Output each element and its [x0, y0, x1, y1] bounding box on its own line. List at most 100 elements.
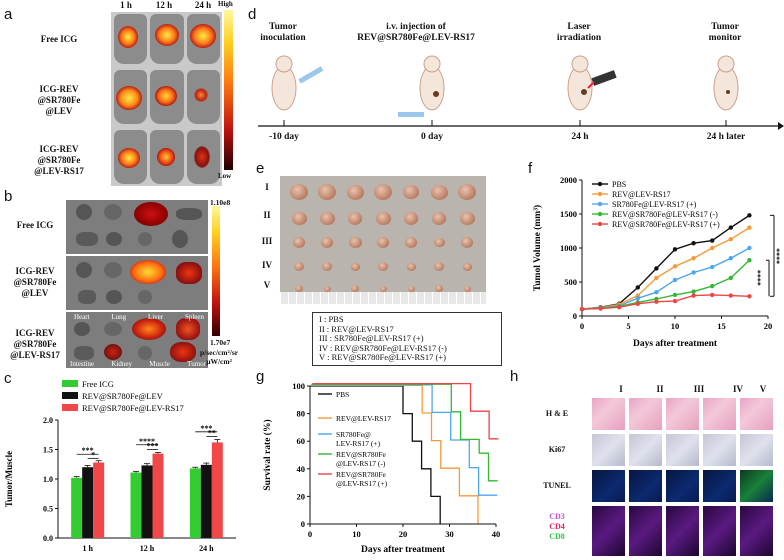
tumor-specimen	[294, 262, 304, 271]
data-point	[747, 213, 752, 218]
organ-spleen	[176, 208, 202, 220]
y-tick-label: 1.5	[43, 446, 53, 455]
x-tick-label: 0	[308, 529, 312, 539]
data-point	[747, 245, 752, 251]
panel-label-b: b	[4, 188, 13, 205]
group-legend-box: I : PBS II : REV@LEV-RS17 III : SR780Fe@…	[312, 312, 502, 366]
mouse-illustration	[419, 55, 445, 111]
x-tick-label: 40	[492, 529, 501, 539]
data-point	[672, 264, 678, 269]
he-tile	[703, 398, 736, 430]
tumor-specimen	[351, 285, 359, 293]
data-point	[654, 299, 659, 304]
y-tick-label: 100	[292, 381, 305, 391]
row-label: IV	[261, 260, 272, 270]
y-tick-label: 1.0	[43, 475, 53, 484]
bar	[152, 453, 164, 538]
data-point	[747, 225, 752, 230]
tumor-specimen	[463, 285, 471, 292]
data-point	[710, 245, 715, 251]
bar	[200, 464, 212, 538]
legend-swatch	[62, 380, 78, 387]
bar	[130, 472, 142, 538]
organ-intestine	[78, 290, 96, 304]
ki67-tile	[703, 434, 736, 466]
data-point	[672, 277, 678, 283]
tunel-tile	[666, 470, 699, 502]
data-point	[728, 256, 733, 261]
row-label-icg-rev-lev: ICG-REV @SR780Fe @LEV	[13, 266, 57, 298]
x-tick-label: 20	[399, 529, 408, 539]
legend-label: SR780Fe@LEV-RS17 (+)	[612, 200, 697, 209]
tumor-specimen	[459, 211, 475, 225]
y-tick-label: 0.5	[43, 505, 53, 514]
syringe-icon	[398, 112, 424, 117]
legend-entry: I : PBS	[319, 314, 344, 324]
legend-label: REV@SR780Fe@LEV-RS17 (+)	[612, 220, 720, 229]
legend-label: REV@SR780Fe	[336, 470, 387, 479]
chart-g: 0 10 20 30 40 0 20 40 60 80 100 Days after treatmen…	[262, 381, 501, 555]
data-point	[672, 247, 678, 252]
data-point	[691, 293, 696, 298]
panel-label-a: a	[4, 6, 13, 23]
legend-label: REV@SR780Fe@LEV-RS17	[82, 403, 184, 413]
data-point	[747, 294, 752, 299]
y-axis-label: Tumor/Muscle	[4, 451, 14, 507]
y-tick-label: 1000	[560, 243, 577, 253]
data-point	[635, 301, 640, 306]
tumor-specimen	[461, 237, 473, 248]
data-point	[710, 292, 715, 298]
cd-tile	[592, 506, 625, 556]
schedule-illustration	[258, 55, 784, 130]
significance-label: ***	[82, 446, 94, 455]
data-point	[710, 264, 715, 270]
x-axis-label: Days after treatment	[633, 339, 718, 349]
significance-label: *	[91, 450, 95, 459]
organ-tumor	[172, 230, 188, 248]
tumor-specimen	[348, 212, 362, 225]
step-iv-injection: i.v. injection of REV@SR780Fe@LEV-RS17	[357, 22, 475, 43]
legend-label: PBS	[612, 180, 626, 189]
ki67-tile	[666, 434, 699, 466]
ki67-tile	[629, 434, 662, 466]
scale-min-label: 1.70e7	[210, 338, 231, 347]
y-tick-label: 2000	[560, 175, 577, 185]
panel-a: 1 h 12 h 24 h Free ICG ICG-REV @SR780Fe @L…	[0, 0, 240, 186]
tumor-specimen	[290, 184, 308, 201]
data-point	[710, 283, 715, 289]
y-axis-label: Tumol Volume (mm³)	[532, 205, 543, 291]
row-label-cd: CD3 CD4 CD8	[549, 512, 565, 541]
tumor-specimen	[319, 211, 335, 225]
data-point	[747, 258, 752, 263]
significance-label: ***	[200, 424, 212, 433]
tumor-specimen	[348, 236, 362, 249]
mouse-illustration	[567, 55, 593, 111]
tumor-specimen	[407, 285, 415, 292]
panel-h: I II III IV V H & E Ki67 TUNEL CD3 CD4 C…	[510, 380, 784, 560]
row-label: III	[261, 236, 273, 246]
organ-heart	[74, 322, 90, 336]
legend-label: REV@SR780Fe@LEV	[82, 391, 164, 401]
col-label: V	[759, 384, 767, 394]
data-point	[598, 306, 603, 311]
legend-marker	[597, 201, 603, 207]
x-tick-label: 0	[580, 321, 584, 331]
panel-label-h: h	[510, 368, 519, 385]
legend-entry: II : REV@LEV-RS17	[319, 323, 394, 334]
data-point	[691, 270, 696, 275]
radiance-scale-bar	[212, 206, 220, 336]
significance-label: ****	[139, 437, 155, 446]
organ-kidney	[106, 232, 122, 246]
tumor-specimen	[405, 237, 417, 248]
organ-liver	[132, 318, 166, 340]
significance-label: ***	[147, 442, 159, 451]
data-point	[635, 296, 640, 301]
row-label-ki67: Ki67	[548, 445, 566, 454]
tunel-tile	[592, 470, 625, 502]
tumor-specimen	[404, 212, 418, 225]
cd-tile	[629, 506, 662, 556]
series-line	[581, 247, 750, 310]
step-laser-irradiation: Laser irradiation	[556, 22, 602, 43]
row-label: V	[263, 280, 271, 290]
